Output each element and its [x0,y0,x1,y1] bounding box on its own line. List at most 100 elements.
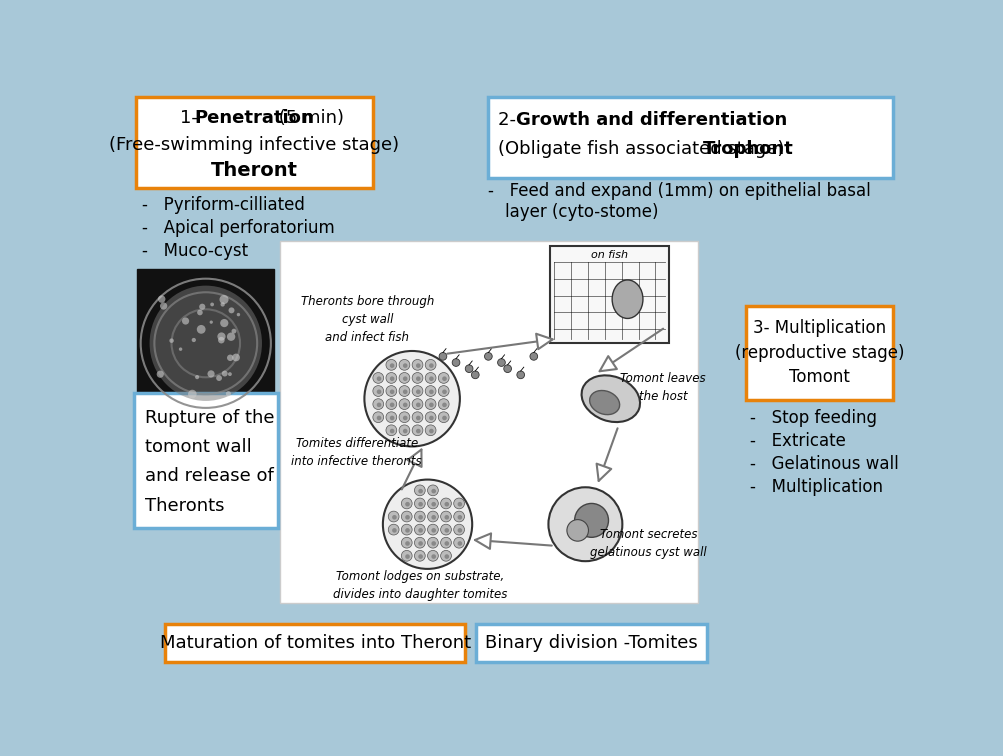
Circle shape [372,386,383,396]
Circle shape [427,550,438,561]
Text: 2-: 2- [497,111,521,129]
Circle shape [425,373,435,383]
Circle shape [398,425,409,435]
Text: -   Pyriform-cilliated: - Pyriform-cilliated [141,196,305,214]
Circle shape [197,310,203,315]
Circle shape [220,295,229,304]
Circle shape [453,524,464,535]
Circle shape [402,416,407,420]
FancyBboxPatch shape [134,393,278,528]
Circle shape [157,296,165,303]
Circle shape [464,365,472,373]
Circle shape [392,528,396,533]
Circle shape [411,398,422,410]
Circle shape [372,398,383,410]
Circle shape [402,389,407,394]
Circle shape [517,371,524,379]
Ellipse shape [581,376,639,422]
Circle shape [418,489,422,494]
Circle shape [376,389,381,394]
Text: Rupture of the: Rupture of the [144,409,274,427]
Circle shape [218,333,226,341]
Circle shape [431,502,435,507]
Circle shape [398,398,409,410]
Text: -   Extricate: - Extricate [749,432,846,450]
Circle shape [411,412,422,423]
Circle shape [431,541,435,546]
Circle shape [411,386,422,396]
Circle shape [197,325,206,333]
Circle shape [415,416,420,420]
Circle shape [402,364,407,368]
Circle shape [382,479,471,569]
Text: layer (cyto-stome): layer (cyto-stome) [505,203,658,222]
Circle shape [457,502,461,507]
Circle shape [428,403,433,407]
Circle shape [385,386,396,396]
Circle shape [428,376,433,381]
Text: (reproductive stage): (reproductive stage) [734,343,904,361]
Circle shape [226,391,231,396]
Circle shape [411,373,422,383]
Circle shape [216,375,222,381]
Circle shape [221,302,225,307]
Circle shape [438,386,448,396]
Circle shape [444,528,448,533]
Circle shape [389,376,394,381]
Circle shape [453,511,464,522]
Circle shape [192,338,196,342]
Circle shape [440,498,451,509]
Circle shape [405,541,409,546]
Circle shape [159,302,168,310]
Text: Tomont lodges on substrate,
divides into daughter tomites: Tomont lodges on substrate, divides into… [332,570,507,601]
Circle shape [418,502,422,507]
Circle shape [428,416,433,420]
Circle shape [405,515,409,519]
Circle shape [220,319,228,327]
Circle shape [398,386,409,396]
Circle shape [232,354,240,361]
Circle shape [425,425,435,435]
Circle shape [182,318,189,324]
Circle shape [438,398,448,410]
Circle shape [398,373,409,383]
Text: 1-: 1- [181,110,204,128]
Circle shape [415,389,420,394]
Ellipse shape [589,391,619,414]
Text: (5 min): (5 min) [273,110,343,128]
Circle shape [427,538,438,548]
Circle shape [227,355,234,361]
Text: -   Apical perforatorium: - Apical perforatorium [141,218,334,237]
Circle shape [228,372,232,376]
Text: (Obligate fish associated stage): (Obligate fish associated stage) [497,141,789,158]
Circle shape [530,352,538,360]
FancyBboxPatch shape [487,97,892,178]
Circle shape [415,403,420,407]
Circle shape [414,550,425,561]
Circle shape [411,425,422,435]
Circle shape [453,498,464,509]
FancyBboxPatch shape [135,97,372,187]
Circle shape [440,538,451,548]
Circle shape [237,313,240,316]
Circle shape [441,376,446,381]
Circle shape [389,364,394,368]
Circle shape [388,524,398,535]
FancyBboxPatch shape [745,306,893,400]
Circle shape [444,554,448,559]
Circle shape [411,359,422,370]
Text: Theront: Theront [211,160,298,179]
Circle shape [438,373,448,383]
Circle shape [232,329,236,333]
Text: -   Muco-cyst: - Muco-cyst [141,242,248,260]
Circle shape [402,376,407,381]
Text: (Free-swimming infective stage): (Free-swimming infective stage) [109,135,399,153]
Text: Theronts: Theronts [144,497,225,515]
Circle shape [425,412,435,423]
Circle shape [414,524,425,535]
Circle shape [425,386,435,396]
Circle shape [418,541,422,546]
Circle shape [210,321,213,324]
Circle shape [441,403,446,407]
Text: Tomont leaves
the host: Tomont leaves the host [620,372,705,403]
